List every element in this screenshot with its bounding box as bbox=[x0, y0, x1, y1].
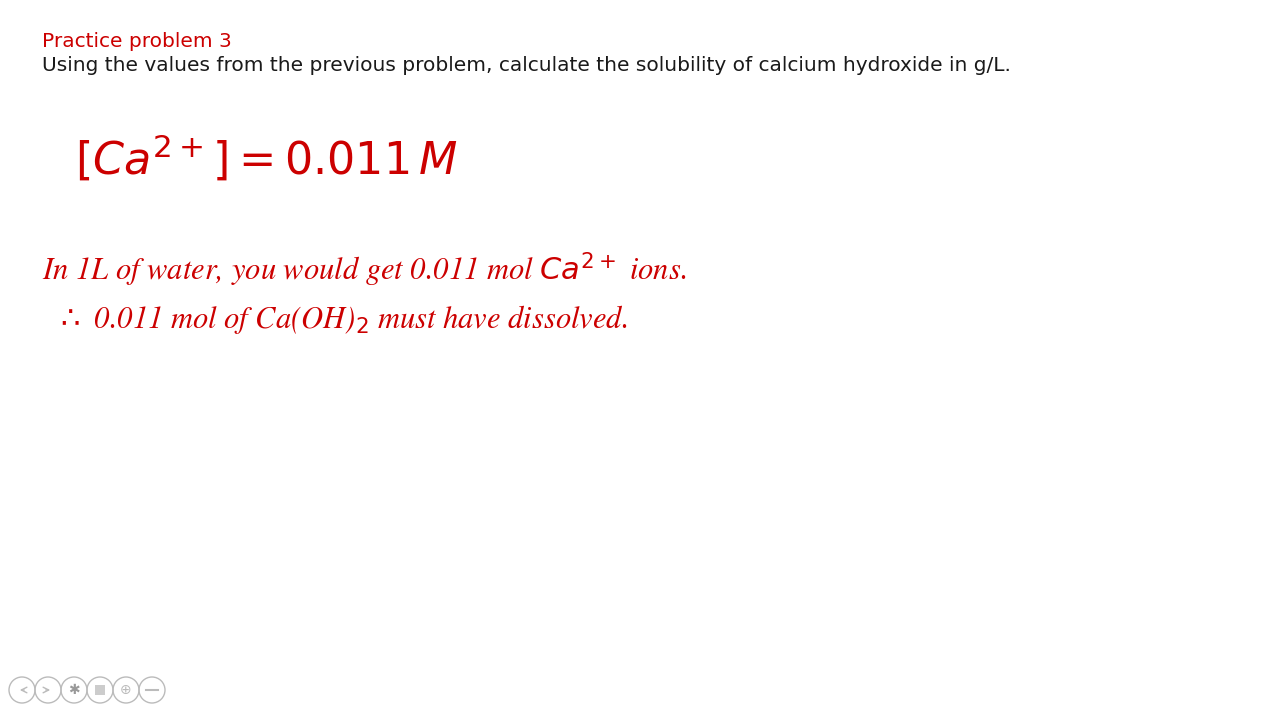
FancyBboxPatch shape bbox=[95, 685, 105, 695]
Text: Using the values from the previous problem, calculate the solubility of calcium : Using the values from the previous probl… bbox=[42, 56, 1011, 75]
Text: ✱: ✱ bbox=[68, 683, 79, 697]
Text: $\left[Ca^{2+}\right] = 0.011\,M$: $\left[Ca^{2+}\right] = 0.011\,M$ bbox=[76, 132, 458, 183]
Text: ⊕: ⊕ bbox=[120, 683, 132, 697]
Text: In 1L of water, you would get 0.011 mol $Ca^{2+}$ ions.: In 1L of water, you would get 0.011 mol … bbox=[42, 251, 686, 289]
Text: Practice problem 3: Practice problem 3 bbox=[42, 32, 232, 51]
Text: $\therefore$ 0.011 mol of Ca(OH)$_2$ must have dissolved.: $\therefore$ 0.011 mol of Ca(OH)$_2$ mus… bbox=[55, 304, 627, 336]
